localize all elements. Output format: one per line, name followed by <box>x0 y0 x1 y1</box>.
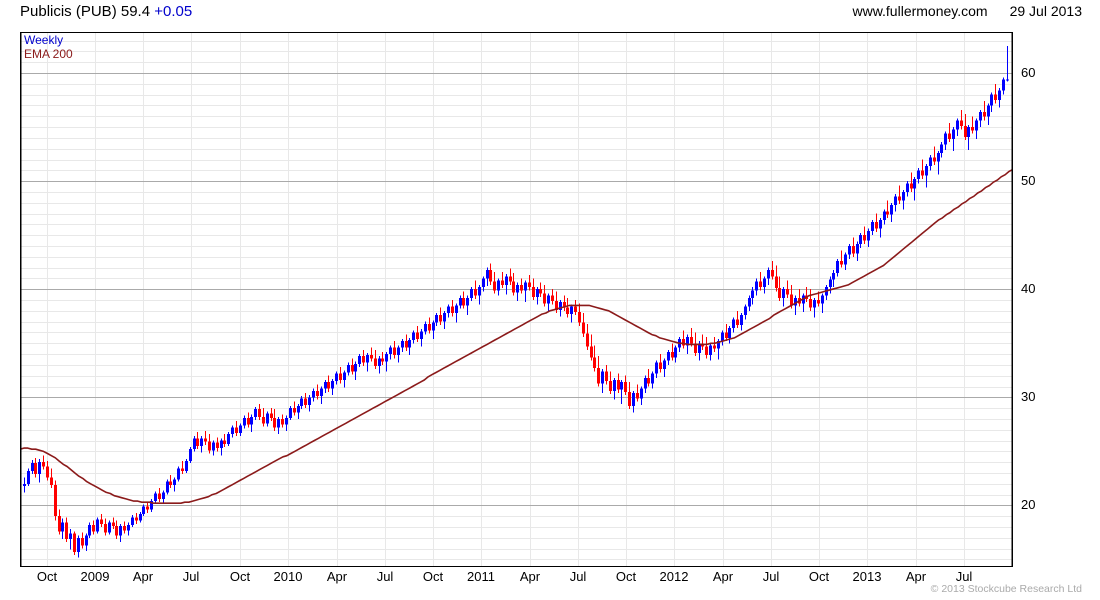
legend-item-ema200: EMA 200 <box>24 47 73 61</box>
x-axis-tick-label: Oct <box>808 569 830 584</box>
chart-header: Publicis (PUB) 59.4 +0.05 www.fullermone… <box>0 0 1100 28</box>
y-axis-tick-label: 20 <box>1021 497 1036 513</box>
y-axis-tick-label: 50 <box>1021 173 1036 189</box>
y-axis-tick-label: 60 <box>1021 65 1036 81</box>
x-axis-tick-label: 2010 <box>273 569 303 584</box>
x-axis-tick-label: Oct <box>229 569 251 584</box>
x-axis-tick-label: 2009 <box>80 569 110 584</box>
x-axis-tick-label: Jul <box>376 569 394 584</box>
x-axis-tick-label: Jul <box>182 569 200 584</box>
x-axis-tick-label: 2013 <box>852 569 882 584</box>
website-label: www.fullermoney.com <box>852 3 988 19</box>
chart-plot-area <box>20 32 1013 567</box>
chart-legend: Weekly EMA 200 <box>24 33 73 61</box>
instrument-title-text: Publicis (PUB) 59.4 <box>20 3 155 20</box>
header-right: www.fullermoney.com 29 Jul 2013 <box>852 3 1082 19</box>
x-axis-tick-label: Apr <box>519 569 541 584</box>
x-axis-tick-label: 2011 <box>467 569 495 584</box>
x-axis-tick-label: Apr <box>132 569 154 584</box>
y-axis-tick-label: 30 <box>1021 389 1036 405</box>
instrument-title: Publicis (PUB) 59.4 +0.05 <box>20 3 192 20</box>
price-change: +0.05 <box>154 3 193 20</box>
x-axis-tick-label: Apr <box>712 569 734 584</box>
x-axis-tick-label: Jul <box>955 569 973 584</box>
chart-date: 29 Jul 2013 <box>1009 3 1082 19</box>
x-axis-tick-label: Oct <box>36 569 58 584</box>
x-axis-tick-label: Apr <box>905 569 927 584</box>
x-axis-tick-label: 2012 <box>659 569 689 584</box>
copyright-notice: © 2013 Stockcube Research Ltd <box>930 583 1082 595</box>
chart-canvas <box>20 32 1013 567</box>
legend-item-weekly: Weekly <box>24 33 64 47</box>
x-axis-tick-label: Oct <box>422 569 444 584</box>
x-axis-tick-label: Jul <box>762 569 780 584</box>
x-axis-tick-label: Oct <box>615 569 637 584</box>
x-axis-tick-label: Apr <box>326 569 348 584</box>
x-axis-tick-label: Jul <box>569 569 587 584</box>
y-axis-tick-label: 40 <box>1021 281 1036 297</box>
